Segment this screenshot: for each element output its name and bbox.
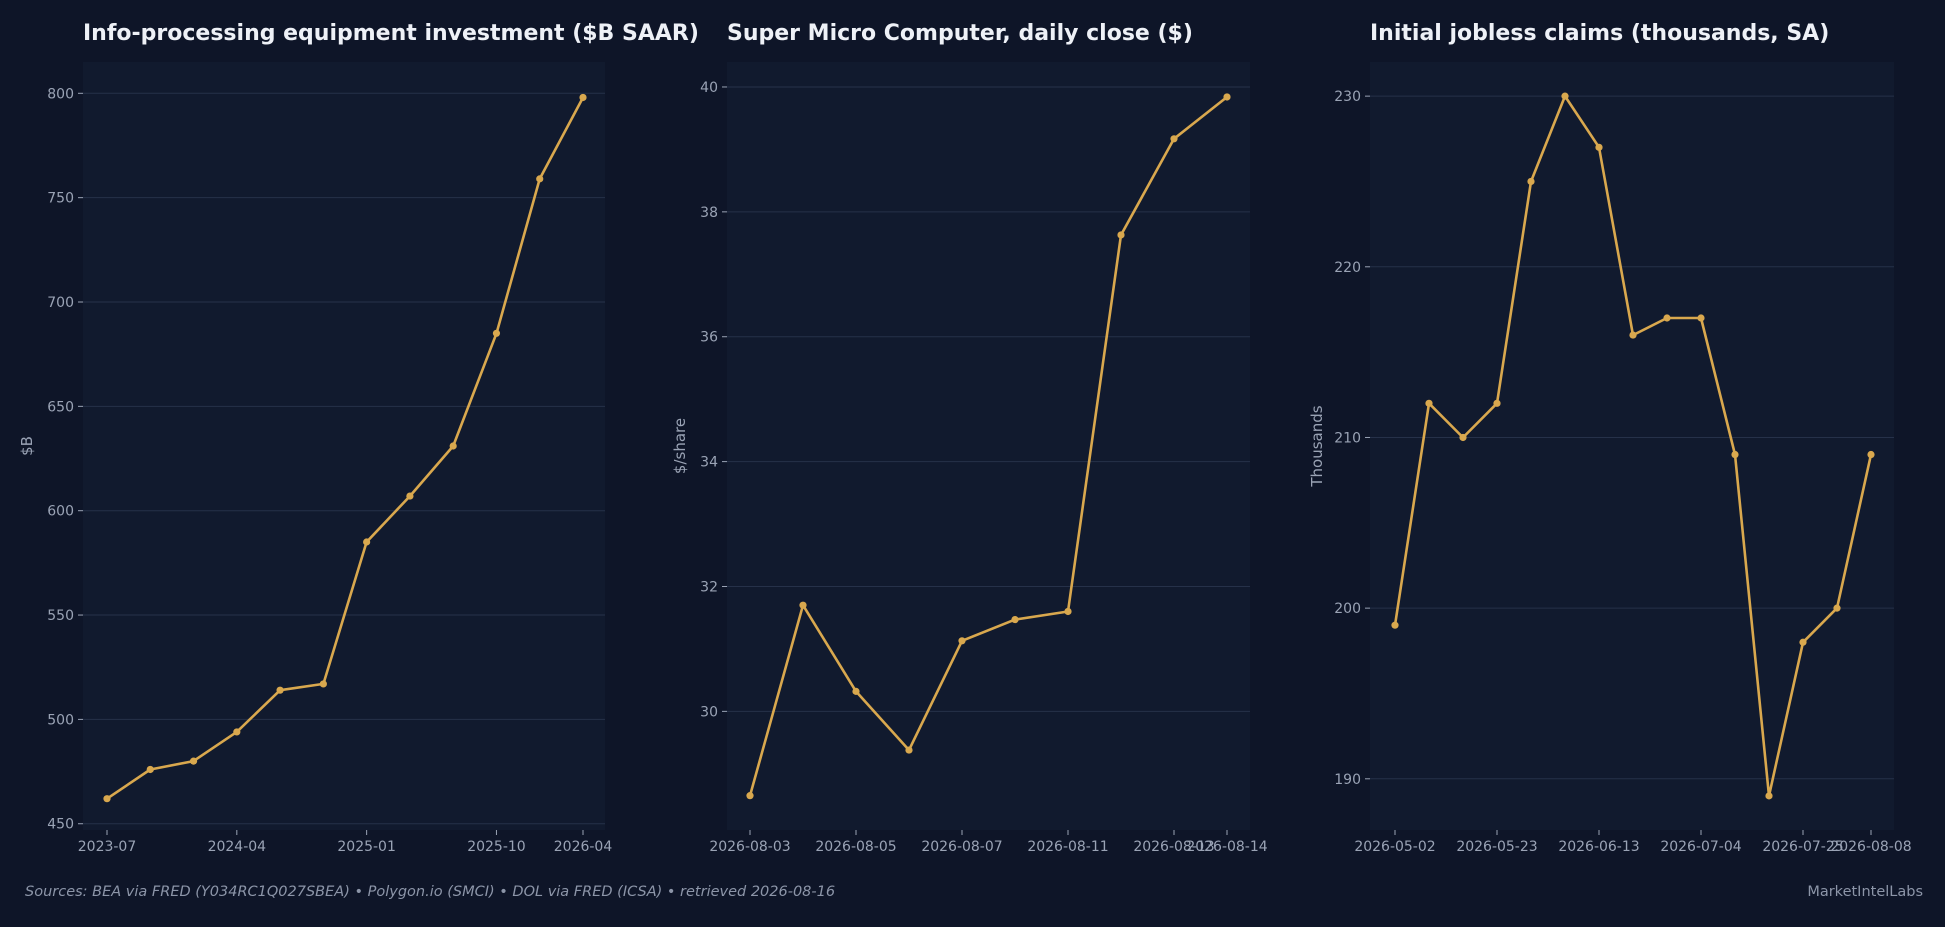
data-point-1-9 — [492, 329, 501, 337]
y-tick-label-2-3: 36 — [700, 330, 718, 346]
data-point-3-10 — [1731, 450, 1739, 459]
x-tick-label-3-3: 2026-07-04 — [1660, 839, 1741, 855]
data-point-2-3 — [905, 746, 913, 754]
data-point-1-7 — [406, 492, 414, 500]
x-tick-label-3-5: 2026-08-08 — [1830, 839, 1911, 855]
y-tick-label-2-1: 32 — [700, 579, 718, 595]
y-axis-label-3: Thousands — [1308, 405, 1326, 487]
data-point-3-14 — [1867, 450, 1875, 459]
x-tick-label-2-3: 2026-08-11 — [1027, 839, 1108, 855]
y-tick-label-2-4: 38 — [700, 205, 718, 221]
y-tick-label-1-7: 800 — [47, 86, 74, 102]
data-point-1-3 — [233, 728, 241, 736]
data-point-2-5 — [1011, 615, 1019, 624]
data-point-2-1 — [799, 601, 807, 609]
data-point-1-10 — [536, 175, 544, 183]
data-point-2-0 — [746, 792, 754, 800]
data-point-2-7 — [1117, 231, 1125, 239]
data-point-1-0 — [103, 795, 111, 803]
data-point-2-4 — [958, 637, 966, 645]
x-tick-label-2-5: 2026-08-14 — [1186, 839, 1267, 855]
data-point-2-8 — [1170, 135, 1178, 143]
y-tick-label-2-2: 34 — [700, 455, 718, 471]
y-tick-label-1-2: 550 — [47, 608, 74, 624]
data-point-3-12 — [1799, 638, 1807, 646]
data-point-3-5 — [1561, 92, 1569, 100]
x-tick-label-1-2: 2025-01 — [337, 839, 396, 855]
data-point-3-2 — [1459, 433, 1467, 442]
x-tick-label-2-1: 2026-08-05 — [815, 839, 896, 855]
plot-area-2 — [727, 62, 1250, 830]
data-point-1-2 — [189, 757, 198, 765]
data-point-3-1 — [1425, 399, 1433, 407]
plot-area-3 — [1370, 62, 1894, 830]
y-tick-label-1-5: 700 — [47, 295, 74, 311]
data-point-1-1 — [146, 765, 154, 774]
y-tick-label-1-4: 650 — [47, 399, 74, 415]
y-tick-label-1-3: 600 — [47, 504, 74, 520]
brand-label: MarketIntelLabs — [1807, 884, 1923, 900]
chart-1-title: Info-processing equipment investment ($B… — [83, 21, 699, 46]
x-tick-label-2-2: 2026-08-07 — [921, 839, 1002, 855]
y-axis-label-1: $B — [18, 436, 36, 456]
y-tick-label-3-4: 230 — [1334, 89, 1361, 105]
data-point-3-0 — [1391, 621, 1399, 629]
y-tick-label-3-3: 220 — [1334, 260, 1361, 276]
y-tick-label-3-2: 210 — [1334, 430, 1361, 446]
data-point-3-3 — [1493, 399, 1501, 407]
data-point-3-9 — [1697, 314, 1705, 322]
data-point-3-7 — [1629, 331, 1637, 339]
x-tick-label-1-0: 2023-07 — [78, 839, 137, 855]
y-axis-label-2: $/share — [671, 418, 689, 474]
data-point-3-4 — [1527, 177, 1535, 186]
y-tick-label-1-0: 450 — [47, 817, 74, 833]
x-tick-label-3-2: 2026-06-13 — [1558, 839, 1639, 855]
data-point-3-13 — [1833, 604, 1841, 612]
x-tick-label-3-0: 2026-05-02 — [1354, 839, 1435, 855]
data-point-1-11 — [579, 93, 587, 102]
data-point-1-5 — [319, 680, 327, 688]
data-point-3-6 — [1595, 143, 1603, 151]
x-tick-label-1-3: 2025-10 — [467, 839, 526, 855]
series-line-1 — [105, 96, 585, 801]
plot-area-1 — [83, 62, 605, 830]
y-tick-label-3-1: 200 — [1334, 601, 1361, 617]
y-tick-label-2-5: 40 — [700, 80, 718, 96]
x-tick-label-2-4: 2026-08-13 — [1133, 839, 1214, 855]
data-point-1-8 — [449, 442, 457, 450]
chart-3-title: Initial jobless claims (thousands, SA) — [1370, 21, 1830, 46]
sources-footnote: Sources: BEA via FRED (Y034RC1Q027SBEA) … — [25, 884, 836, 900]
x-tick-label-2-0: 2026-08-03 — [709, 839, 790, 855]
data-point-3-8 — [1663, 314, 1671, 322]
y-tick-label-2-0: 30 — [700, 704, 718, 720]
y-tick-label-3-0: 190 — [1334, 772, 1361, 788]
data-point-3-11 — [1765, 792, 1773, 800]
x-tick-label-1-4: 2026-04 — [554, 839, 613, 855]
x-tick-label-3-1: 2026-05-23 — [1456, 839, 1537, 855]
y-tick-label-1-1: 500 — [47, 712, 74, 728]
series-line-2 — [748, 95, 1229, 798]
y-tick-label-1-6: 750 — [47, 191, 74, 207]
data-point-1-4 — [276, 686, 284, 694]
data-point-1-6 — [363, 538, 371, 546]
x-tick-label-3-4: 2026-07-25 — [1762, 839, 1843, 855]
data-point-2-6 — [1064, 607, 1072, 616]
x-tick-label-1-1: 2024-04 — [208, 839, 267, 855]
chart-2-title: Super Micro Computer, daily close ($) — [727, 21, 1193, 46]
data-point-2-2 — [852, 687, 860, 695]
data-point-2-9 — [1223, 93, 1231, 101]
